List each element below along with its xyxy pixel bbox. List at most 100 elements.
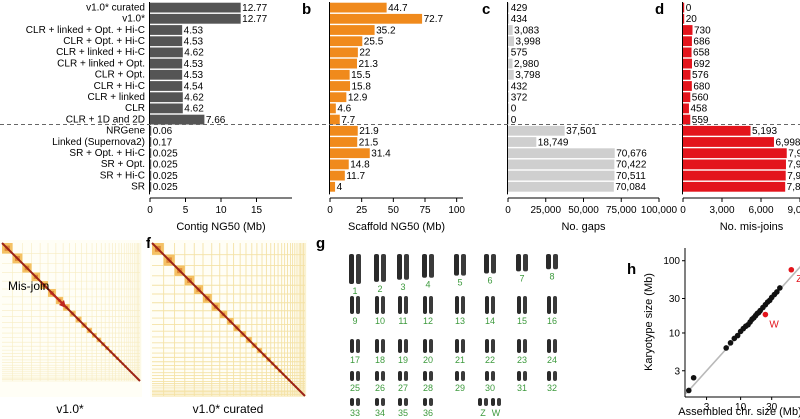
chromosome [429, 371, 433, 381]
chromosome [485, 371, 489, 381]
chromosome [423, 296, 427, 314]
hic-heatmap-e: Mis-join v1.0* [0, 240, 142, 416]
karyotype-label: 28 [423, 383, 433, 393]
chromosome [356, 296, 360, 314]
bar-value-label: 72.7 [424, 14, 444, 25]
misjoin-label: Mis-join [8, 279, 49, 293]
row-label: Linked (Supernova2) [52, 137, 145, 148]
chromosome [350, 296, 354, 314]
x-tick-label: 25 [356, 205, 368, 216]
bar-value-label: 7.66 [206, 115, 226, 126]
bar-value-label: 3,998 [516, 37, 541, 48]
karyotype-label: 21 [455, 355, 465, 365]
bar-chart-1: 12.7712.774.534.534.624.534.534.544.624.… [147, 2, 292, 233]
chromosome [423, 371, 427, 381]
bar-value-label: 560 [692, 93, 709, 104]
chromosome [455, 339, 459, 353]
bar [330, 103, 336, 114]
x-tick-label: 5 [183, 205, 189, 216]
bar [508, 92, 510, 103]
bar-value-label: 658 [693, 48, 710, 59]
chromosome [553, 296, 557, 314]
y-axis-title: Karyotype size (Mb) [643, 273, 655, 371]
chromosome [423, 398, 427, 406]
bar [150, 170, 152, 181]
row-label: CLR + 1D and 2D [66, 114, 145, 125]
bar [330, 2, 387, 13]
bar [330, 58, 357, 69]
chromosome [454, 254, 459, 276]
chromosome [381, 398, 385, 406]
bar-value-label: 7.7 [341, 115, 355, 126]
chromosome [461, 296, 465, 314]
bar [508, 137, 537, 147]
bar-value-label: 0.06 [153, 126, 173, 137]
bar [683, 170, 786, 181]
x-axis-title: Scaffold NG50 (Mb) [348, 221, 445, 233]
chromosome [381, 254, 386, 282]
chromosome [523, 296, 527, 314]
bar-value-label: 4.53 [184, 59, 204, 70]
karyotype-label: 25 [350, 383, 360, 393]
chromosome [461, 254, 466, 276]
karyotype-label: 31 [517, 383, 527, 393]
y-tick-label: 100 [663, 256, 680, 267]
bar-value-label: 372 [511, 93, 528, 104]
chromosome [398, 398, 402, 406]
chromosome [546, 254, 551, 270]
x-tick-label: 25,000 [530, 205, 561, 216]
karyotype-label: 32 [547, 383, 557, 393]
bar [683, 159, 786, 170]
chromosome [461, 339, 465, 353]
x-tick-label: 75,000 [606, 205, 637, 216]
bar-value-label: 11.7 [346, 171, 365, 182]
karyotype-label: 5 [457, 278, 462, 288]
bar-value-label: 0 [511, 104, 517, 115]
bar-value-label: 7,90 [787, 171, 800, 182]
karyotype-label: 2 [377, 284, 382, 294]
karyotype-label: 33 [350, 408, 360, 418]
bar-value-label: 12.77 [242, 3, 267, 14]
bar [508, 47, 510, 58]
bar-value-label: 70,084 [615, 182, 646, 193]
heatmap-e-caption: v1.0* [56, 402, 84, 416]
y-tick-label: 3 [674, 366, 680, 377]
chromosome [375, 398, 379, 406]
diagonal [1, 242, 141, 382]
bar-value-label: 15.8 [352, 81, 372, 92]
bar-value-label: 35.2 [376, 25, 396, 36]
row-label: SR [131, 182, 145, 193]
x-tick-label: 50 [388, 205, 400, 216]
bar-value-label: 0.025 [153, 182, 178, 193]
chromosome [547, 339, 551, 353]
bar-value-label: 0 [511, 115, 517, 126]
chromosome [553, 371, 557, 381]
chromosome [497, 398, 501, 406]
bar [683, 137, 774, 147]
bar-value-label: 434 [511, 14, 528, 25]
hic-heatmap-f: v1.0* curated [150, 240, 307, 416]
chromosome [484, 398, 488, 406]
bar-value-label: 4.53 [184, 70, 204, 81]
x-tick-label: 0 [327, 205, 333, 216]
panel-letter-d: d [655, 1, 664, 18]
bar-value-label: 686 [693, 37, 710, 48]
x-tick-label: 3 [704, 402, 710, 413]
bar [330, 125, 358, 136]
diagonal [151, 242, 306, 397]
bar [150, 25, 183, 35]
bar-value-label: 15.5 [351, 70, 371, 81]
bar [150, 114, 205, 125]
x-tick-label: 100,000 [641, 205, 678, 216]
x-tick-label: 0 [505, 205, 511, 216]
bar [150, 58, 183, 69]
karyotype-label: 29 [455, 383, 465, 393]
bar [150, 159, 152, 170]
panel-letter-c: c [482, 1, 490, 18]
karyotype-label: 4 [425, 280, 430, 290]
bar-value-label: 692 [693, 59, 710, 70]
bar-value-label: 575 [511, 48, 528, 59]
data-point [734, 332, 741, 339]
